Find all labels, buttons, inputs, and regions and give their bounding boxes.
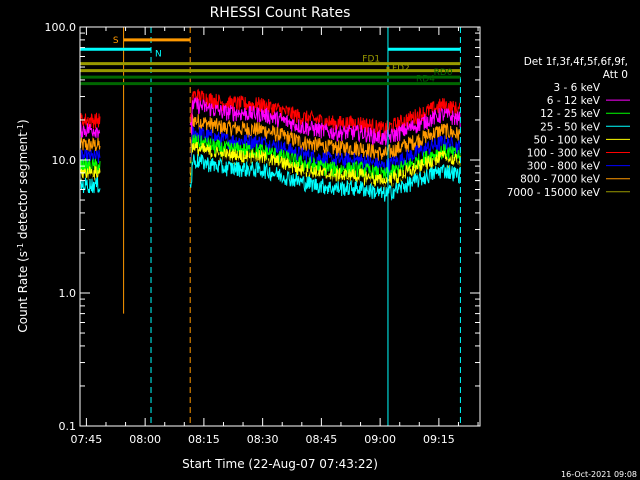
plot-frame <box>79 26 481 427</box>
legend-entry: 6 - 12 keV <box>547 95 601 107</box>
x-tick-label: 08:00 <box>129 433 161 446</box>
x-tick-label: 07:45 <box>71 433 103 446</box>
legend-entry: 12 - 25 keV <box>540 108 601 120</box>
y-axis-label: Count Rate (s-1 detector segment-1) <box>16 119 31 332</box>
legend-entry: 100 - 300 keV <box>527 148 601 160</box>
y-tick-label: 100.0 <box>45 21 77 34</box>
legend-entry: 3 - 6 keV <box>553 82 600 94</box>
axis-layer: 0.1 1.0 10.0 100.0 07:45 08:00 08:15 08:30 08:45… <box>45 21 480 446</box>
series-12-25kev <box>79 157 101 176</box>
series-6-12kev <box>79 121 101 138</box>
flag-dot-4 <box>386 66 390 70</box>
x-tick-label: 08:15 <box>188 433 220 446</box>
flag-label-rd0: RD0 <box>434 68 453 78</box>
series-25-50kev <box>189 154 461 202</box>
x-axis-label: Start Time (22-Aug-07 07:43:22) <box>182 457 378 471</box>
flag-label-fd1: FD1 <box>362 55 380 65</box>
y-tick-label: 0.1 <box>59 420 77 433</box>
flag-label-n: N <box>155 49 162 59</box>
x-tick-label: 09:00 <box>364 433 396 446</box>
series-25-50kev <box>79 177 101 194</box>
series-100-300kev <box>189 88 461 137</box>
legend-entry: 7000 - 15000 keV <box>507 187 601 199</box>
series-800-7000kev <box>79 136 101 152</box>
y-tick-label: 10.0 <box>52 154 77 167</box>
series-layer <box>79 88 461 202</box>
y-tick-label: 1.0 <box>59 287 77 300</box>
x-tick-label: 08:30 <box>247 433 279 446</box>
flag-label-rd4: RD4 <box>416 75 435 85</box>
x-tick-label: 08:45 <box>306 433 338 446</box>
chart-title: RHESSI Count Rates <box>210 5 351 21</box>
legend-header: Att 0 <box>603 69 628 81</box>
legend-header: Det 1f,3f,4f,5f,6f,9f, <box>524 56 628 68</box>
legend-entry: 50 - 100 keV <box>533 134 600 146</box>
legend-entry: 300 - 800 keV <box>527 161 601 173</box>
x-tick-label: 09:15 <box>423 433 455 446</box>
flag-label-s: S <box>113 36 119 46</box>
legend-entry: 800 - 7000 keV <box>520 174 601 186</box>
legend-entry: 25 - 50 keV <box>540 121 601 133</box>
flag-layer: SNFD1FD2RD0RD4 <box>80 36 461 86</box>
footer-timestamp: 16-Oct-2021 09:08 <box>561 470 637 479</box>
series-6-12kev <box>189 96 461 146</box>
